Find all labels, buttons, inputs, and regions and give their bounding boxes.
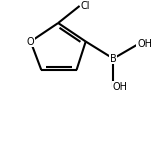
Text: O: O <box>27 37 34 47</box>
Text: OH: OH <box>113 82 128 92</box>
Text: OH: OH <box>137 39 152 49</box>
Text: B: B <box>110 54 117 64</box>
Text: Cl: Cl <box>81 1 90 11</box>
